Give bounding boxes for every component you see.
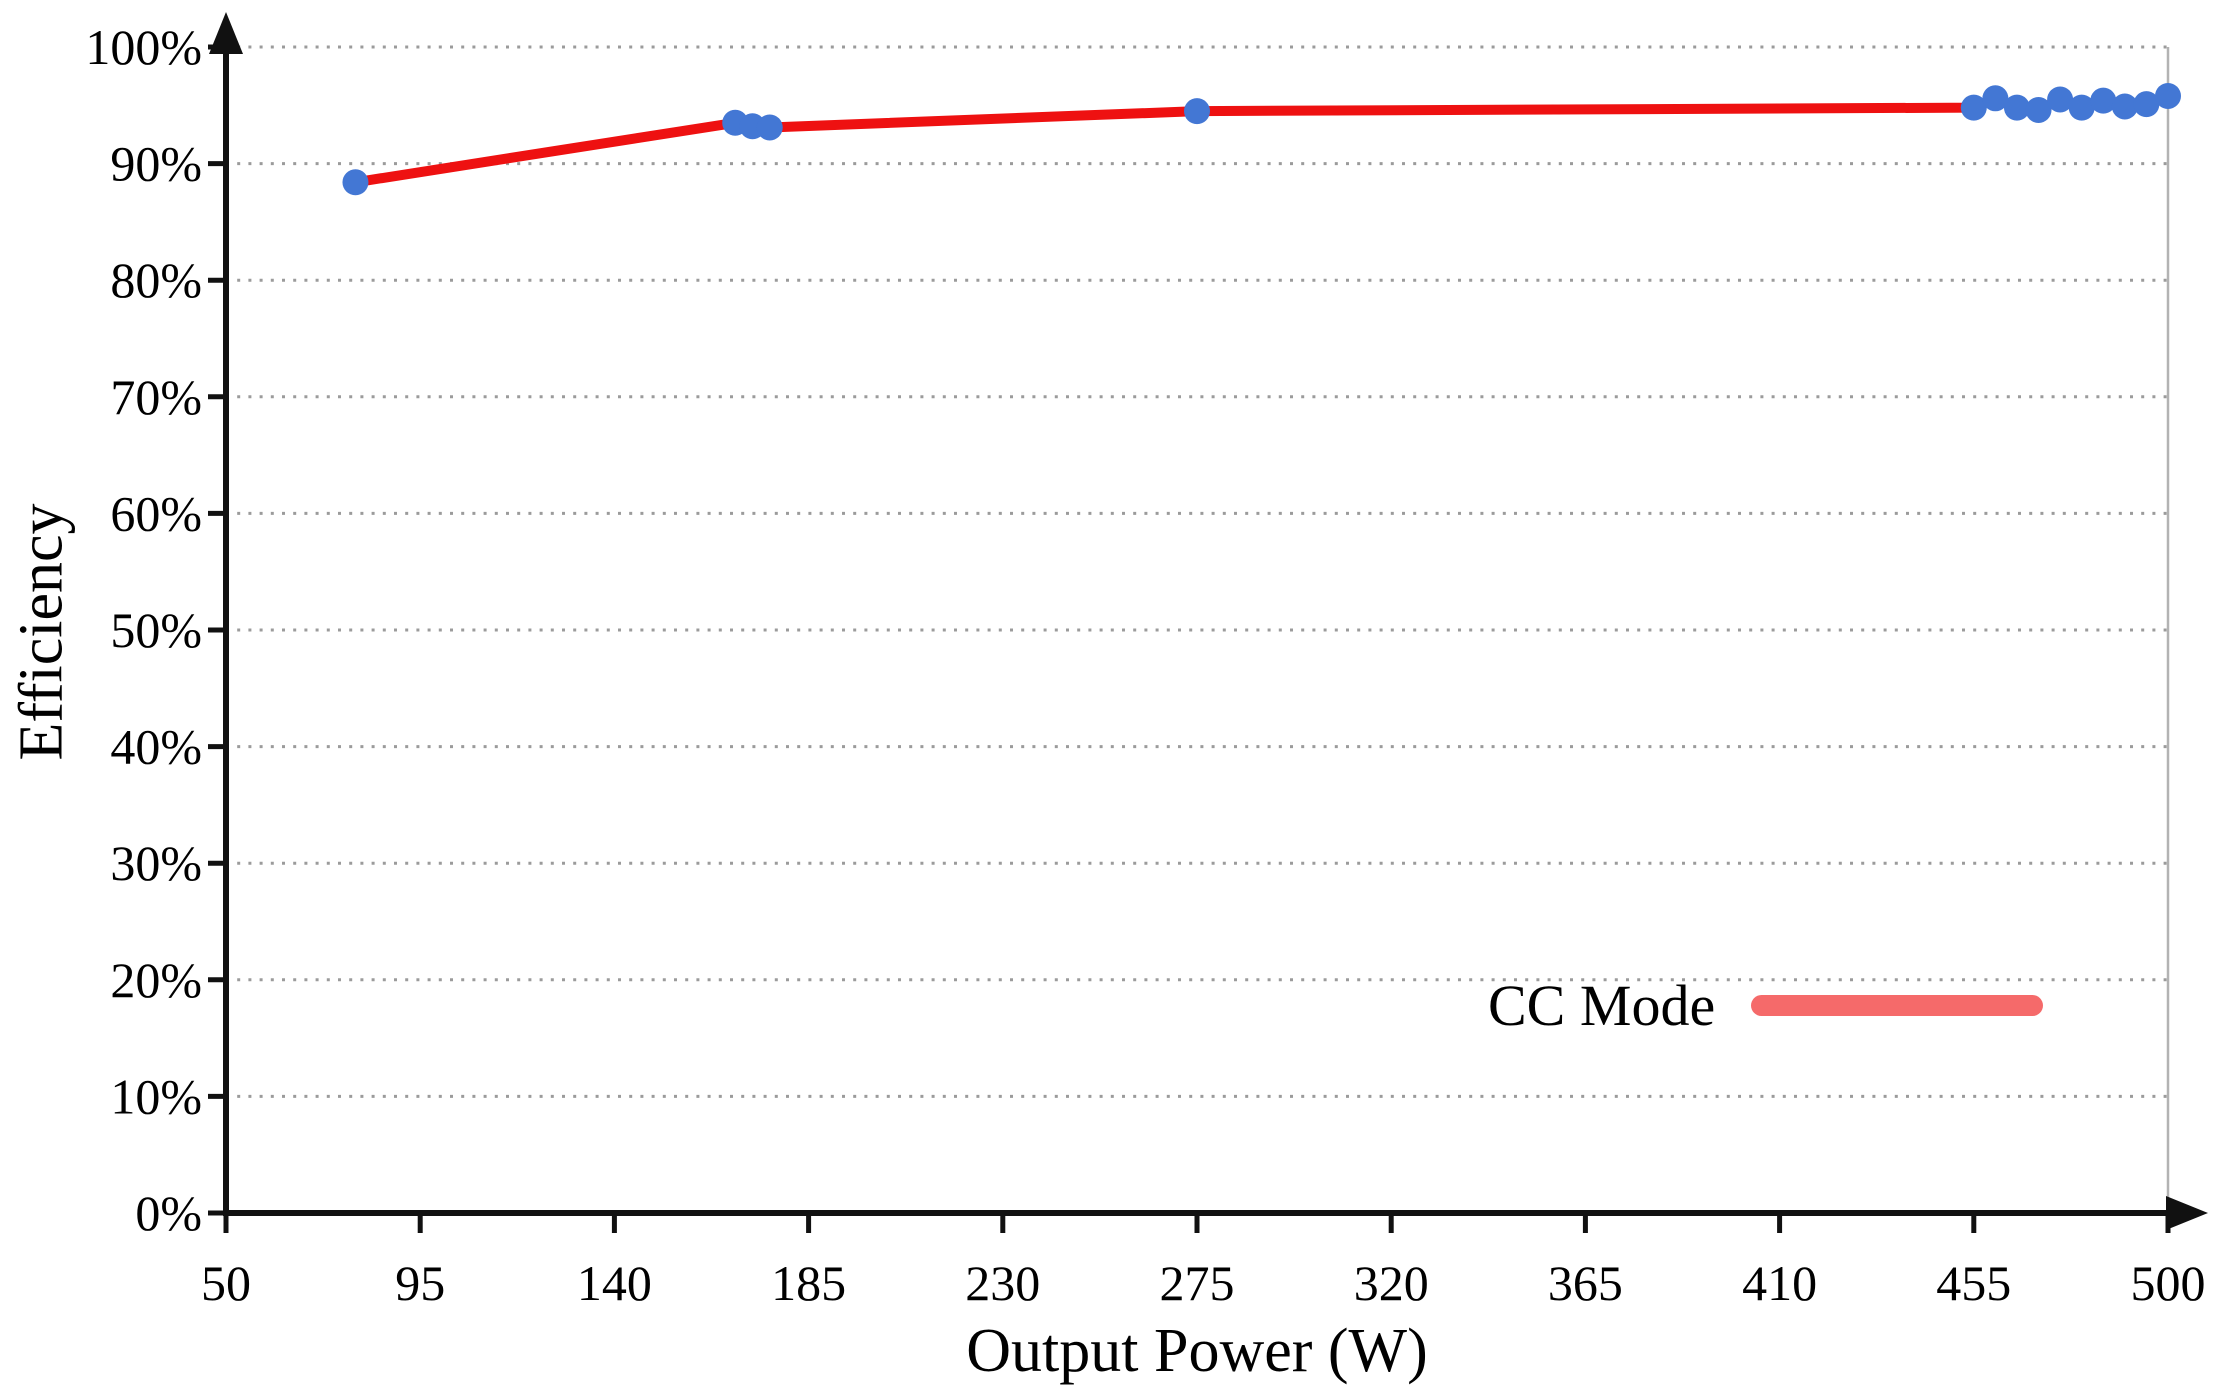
x-tick-label: 500 xyxy=(2131,1255,2206,1311)
data-point-marker xyxy=(1184,98,1210,125)
data-point-marker xyxy=(1982,85,2009,112)
legend: CC Mode xyxy=(1488,972,2044,1039)
x-tick-label: 50 xyxy=(201,1255,251,1311)
y-tick-label: 40% xyxy=(110,719,202,775)
x-tick-label: 365 xyxy=(1548,1255,1623,1311)
y-tick-label: 10% xyxy=(110,1068,202,1124)
y-tick-label: 0% xyxy=(135,1185,202,1241)
data-point-marker xyxy=(2068,94,2095,121)
data-point-marker xyxy=(2025,96,2052,123)
x-tick-label: 320 xyxy=(1354,1255,1429,1311)
legend-line-sample xyxy=(1751,995,2044,1016)
x-tick-label: 95 xyxy=(395,1255,445,1311)
data-point-marker xyxy=(2047,86,2074,113)
data-point-marker xyxy=(756,114,783,141)
x-tick-label: 185 xyxy=(771,1255,846,1311)
y-tick-label: 50% xyxy=(110,602,202,658)
x-axis-title: Output Power (W) xyxy=(966,1317,1428,1385)
series-line xyxy=(350,90,2173,188)
y-tick-label: 90% xyxy=(110,136,202,192)
y-tick-label: 100% xyxy=(85,19,202,75)
x-tick-label: 410 xyxy=(1742,1255,1817,1311)
legend-label: CC Mode xyxy=(1488,973,1716,1038)
x-tick-label: 140 xyxy=(577,1255,652,1311)
y-axis-title: Efficiency xyxy=(7,503,76,761)
x-tick-label: 230 xyxy=(965,1255,1040,1311)
data-point-marker xyxy=(2155,82,2181,109)
data-point-marker xyxy=(342,169,369,196)
x-axis-arrow xyxy=(2166,1196,2208,1230)
data-point-marker xyxy=(2003,94,2030,121)
y-tick-label: 30% xyxy=(110,835,202,891)
data-point-marker xyxy=(2133,91,2160,118)
y-tick-label: 70% xyxy=(110,369,202,425)
y-tick-label: 20% xyxy=(110,952,202,1008)
y-tick-label: 60% xyxy=(110,485,202,541)
x-tick-label: 455 xyxy=(1936,1255,2011,1311)
x-tick-label: 275 xyxy=(1160,1255,1235,1311)
data-point-marker xyxy=(2111,93,2138,120)
y-tick-label: 80% xyxy=(110,252,202,308)
data-point-marker xyxy=(2090,87,2117,114)
data-point-marker xyxy=(1960,94,1987,121)
y-axis-arrow xyxy=(209,12,243,54)
